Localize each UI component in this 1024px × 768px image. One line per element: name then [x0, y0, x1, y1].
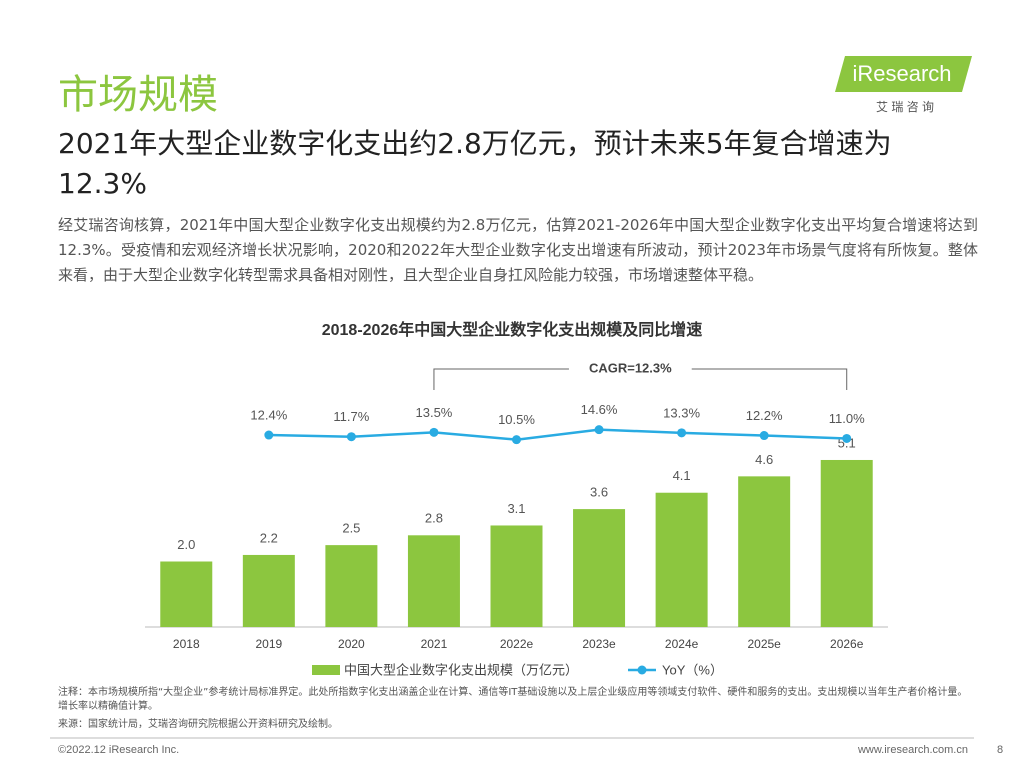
logo-box [835, 56, 972, 92]
yoy-line [268, 428, 847, 441]
yoy-point [264, 430, 274, 440]
bar [325, 545, 378, 627]
source: 来源：国家统计局，艾瑞咨询研究院根据公开资料研究及绘制。 [58, 719, 338, 730]
x-tick-label: 2024e [665, 637, 699, 651]
yoy-point [346, 432, 356, 442]
legend-label: 中国大型企业数字化支出规模（万亿元） [344, 662, 578, 677]
bar-label: 3.6 [590, 485, 608, 500]
bar [655, 492, 708, 627]
page-number: 8 [997, 744, 1003, 756]
bar-label: 3.1 [507, 501, 525, 516]
logo: iResearch [852, 61, 951, 86]
cagr-bracket [433, 368, 848, 390]
yoy-label: 10.5% [498, 412, 535, 427]
x-tick-label: 2025e [747, 637, 781, 651]
page-title: 市场规模 [58, 72, 218, 118]
chart-title: 2018-2026年中国大型企业数字化支出规模及同比增速 [322, 320, 703, 339]
note: 注释：本市场规模所指“大型企业”参考统计局标准界定。此处所指数字化支出涵盖企业在… [58, 687, 968, 712]
yoy-label: 11.7% [333, 409, 369, 424]
bar-label: 2.2 [260, 530, 278, 545]
summary: 经艾瑞咨询核算，2021年中国大型企业数字化支出规模约为2.8万亿元，估算202… [58, 216, 978, 284]
yoy-point [594, 425, 604, 435]
x-tick-label: 2023e [582, 637, 616, 651]
yoy-point [677, 428, 687, 438]
x-tick-label: 2022e [500, 637, 534, 651]
bar [242, 554, 295, 627]
logo-sub: 艾 瑞 咨 询 [876, 99, 934, 114]
legend-label: YoY（%） [662, 662, 723, 677]
yoy-label: 13.5% [416, 405, 453, 420]
yoy-point [429, 427, 439, 437]
yoy-label: 12.4% [250, 407, 287, 422]
x-tick-label: 2026e [830, 637, 864, 651]
bar [160, 561, 213, 627]
bar [407, 535, 460, 627]
x-tick-label: 2018 [173, 637, 200, 651]
bar [490, 525, 543, 627]
yoy-label: 12.2% [746, 408, 783, 423]
url: www.iresearch.com.cn [857, 744, 968, 756]
yoy-point [842, 433, 852, 443]
x-tick-label: 2020 [338, 637, 365, 651]
headline: 2021年大型企业数字化支出约2.8万亿元，预计未来5年复合增速为12.3% [58, 127, 892, 200]
yoy-point [759, 431, 769, 441]
bar-label: 4.6 [755, 452, 773, 467]
bar-label: 2.5 [342, 521, 360, 536]
yoy-label: 11.0% [829, 411, 865, 426]
bar-label: 2.8 [425, 511, 443, 526]
bar [573, 509, 626, 627]
x-tick-label: 2019 [255, 637, 282, 651]
copyright: ©2022.12 iResearch Inc. [58, 744, 179, 756]
x-tick-label: 2021 [421, 637, 448, 651]
yoy-label: 14.6% [581, 402, 618, 417]
yoy-label: 13.3% [663, 405, 700, 420]
cagr-label: CAGR=12.3% [589, 360, 672, 375]
legend-swatch [312, 665, 340, 675]
bar [820, 459, 873, 627]
bar-label: 2.0 [177, 537, 195, 552]
bar [738, 476, 791, 627]
yoy-point [512, 435, 521, 445]
legend-marker [637, 665, 647, 675]
bar-label: 4.1 [673, 468, 691, 483]
